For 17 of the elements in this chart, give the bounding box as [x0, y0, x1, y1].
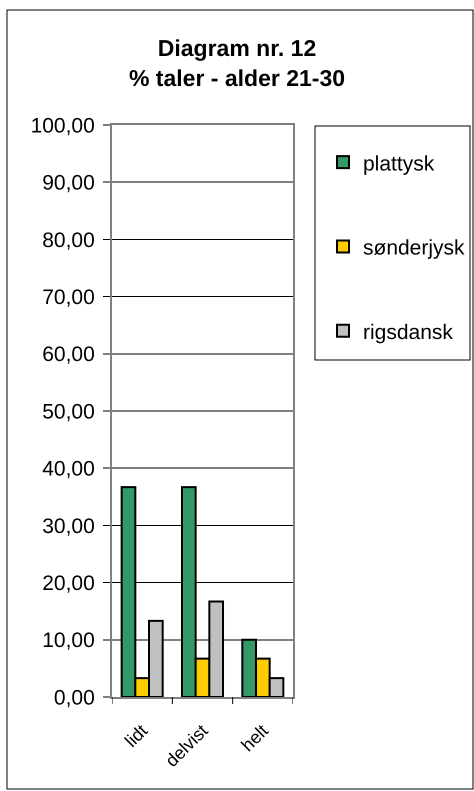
- y-tick-label: 70,00: [42, 286, 95, 309]
- legend-label: plattysk: [363, 152, 435, 176]
- y-tick-label: 0,00: [54, 686, 95, 710]
- y-tick-label: 20,00: [42, 572, 95, 595]
- y-tick-label: 10,00: [42, 629, 95, 652]
- y-tick-label: 100,00: [30, 114, 95, 138]
- y-tick-label: 80,00: [42, 228, 95, 252]
- x-tick-label: lidt: [120, 720, 152, 752]
- y-tick-label: 50,00: [42, 400, 95, 424]
- x-tick-label: helt: [237, 720, 272, 756]
- legend-label: sønderjysk: [363, 236, 466, 260]
- y-tick-label: 60,00: [42, 343, 95, 366]
- y-tick-label: 90,00: [42, 172, 95, 195]
- y-tick-label: 30,00: [42, 514, 95, 538]
- legend-label: rigsdansk: [363, 320, 454, 344]
- chart-title: Diagram nr. 12 % taler - alder 21-30: [128, 35, 346, 91]
- y-tick-label: 40,00: [42, 458, 95, 481]
